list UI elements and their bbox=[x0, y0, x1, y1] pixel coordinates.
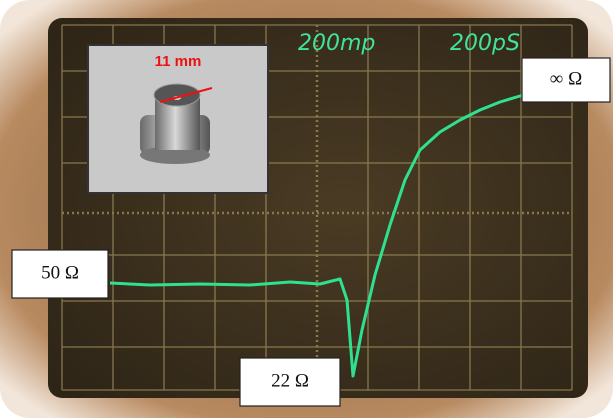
label-box bbox=[239, 357, 341, 407]
screen-label: 200pS bbox=[450, 31, 520, 56]
annotation: ∞ Ω bbox=[550, 68, 582, 89]
inset-photo: 11 mm bbox=[87, 44, 269, 194]
trace bbox=[109, 84, 566, 378]
label-box bbox=[521, 57, 611, 103]
graticule bbox=[61, 24, 573, 391]
annotation: 50 Ω bbox=[41, 262, 79, 283]
annotation: 22 Ω bbox=[271, 370, 309, 391]
screen-label: 200mp bbox=[298, 31, 375, 56]
inset-label: 11 mm bbox=[155, 53, 202, 70]
label-box bbox=[11, 249, 109, 299]
